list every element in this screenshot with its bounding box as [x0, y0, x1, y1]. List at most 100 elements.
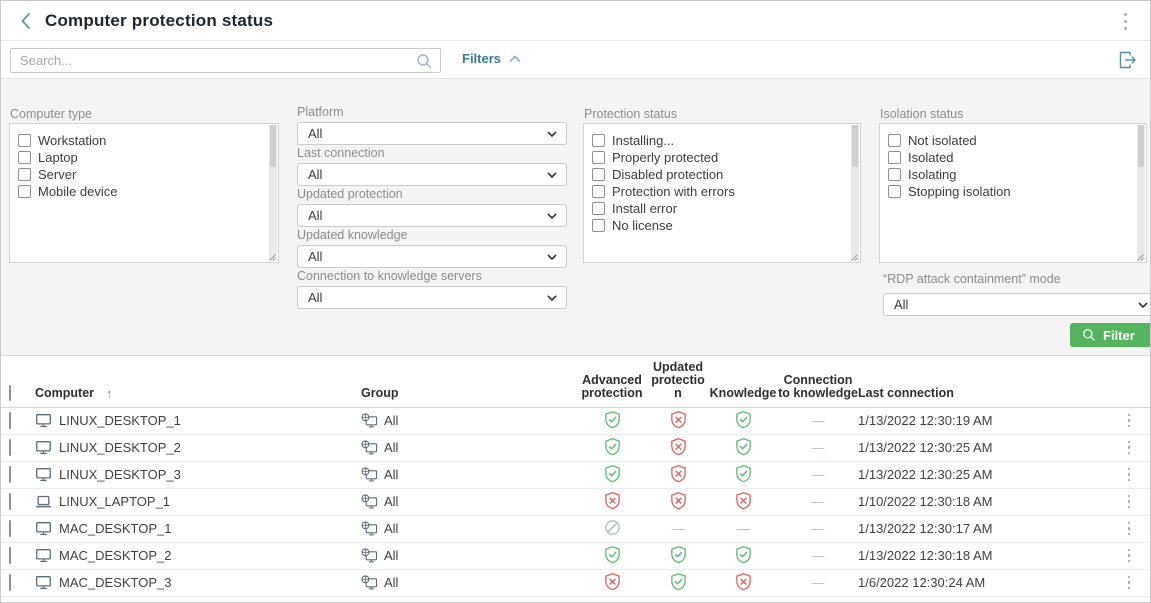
shield-check-icon — [604, 410, 620, 428]
select-all-checkbox[interactable] — [9, 384, 11, 401]
filter-option[interactable]: Mobile device — [18, 183, 278, 200]
column-header-computer[interactable]: Computer — [35, 385, 95, 400]
computer-name[interactable]: LINUX_DESKTOP_1 — [59, 413, 181, 428]
computer-name[interactable]: LINUX_DESKTOP_2 — [59, 440, 181, 455]
filter-button[interactable]: Filter — [1070, 323, 1150, 347]
column-header-updated-protection[interactable]: Updated protection — [648, 356, 708, 408]
column-header-connection-to-knowledge[interactable]: Connection to knowledge — [778, 356, 858, 408]
computer-name[interactable]: LINUX_DESKTOP_3 — [59, 467, 181, 482]
checkbox[interactable] — [18, 134, 31, 147]
filter-option[interactable]: Properly protected — [592, 149, 860, 166]
rdp-mode-filter: “RDP attack containment” mode All — [883, 272, 1150, 316]
row-checkbox[interactable] — [9, 466, 11, 483]
filter-option[interactable]: Server — [18, 166, 278, 183]
dropdown-filter: Connection to knowledge servers All — [297, 269, 567, 309]
row-checkbox[interactable] — [9, 520, 11, 537]
export-icon[interactable] — [1116, 49, 1138, 71]
resize-grip-icon[interactable] — [850, 253, 858, 261]
row-menu-kebab-icon[interactable] — [1123, 548, 1135, 564]
search-toolbar: Filters — [1, 41, 1150, 79]
column-header-advanced-protection[interactable]: Advanced protection — [576, 356, 648, 408]
resize-grip-icon[interactable] — [1136, 253, 1144, 261]
checkbox[interactable] — [592, 219, 605, 232]
table-row: MAC_DESKTOP_3 All — 1/6/2022 12:30:24 AM — [1, 569, 1150, 597]
computer-name[interactable]: MAC_DESKTOP_3 — [59, 575, 172, 590]
row-menu-kebab-icon[interactable] — [1123, 413, 1135, 429]
scrollbar[interactable] — [851, 125, 859, 261]
filter-option[interactable]: Laptop — [18, 149, 278, 166]
sort-asc-icon[interactable]: ↑ — [106, 385, 113, 401]
computer-name[interactable]: LINUX_LAPTOP_1 — [59, 494, 171, 509]
dropdown-filter: Last connection All — [297, 146, 567, 186]
filter-option[interactable]: Disabled protection — [592, 166, 860, 183]
filter-option[interactable]: Installing... — [592, 132, 860, 149]
last-connection: 1/13/2022 12:30:25 AM — [858, 440, 993, 455]
resize-grip-icon[interactable] — [268, 253, 276, 261]
desktop-icon — [36, 441, 51, 455]
shield-check-icon — [735, 545, 751, 563]
row-checkbox[interactable] — [9, 412, 11, 429]
back-button[interactable] — [15, 10, 37, 32]
checkbox[interactable] — [888, 168, 901, 181]
select[interactable]: All — [297, 122, 567, 145]
checkbox[interactable] — [18, 151, 31, 164]
select[interactable]: All — [297, 163, 567, 186]
computer-name[interactable]: MAC_DESKTOP_1 — [59, 521, 172, 536]
filter-option[interactable]: Not isolated — [888, 132, 1146, 149]
row-menu-kebab-icon[interactable] — [1123, 494, 1135, 510]
search-icon[interactable] — [416, 53, 433, 70]
filters-toggle[interactable]: Filters — [462, 51, 521, 66]
row-menu-kebab-icon[interactable] — [1123, 521, 1135, 537]
filter-option[interactable]: Isolating — [888, 166, 1146, 183]
checkbox[interactable] — [888, 185, 901, 198]
checkbox[interactable] — [888, 151, 901, 164]
row-checkbox[interactable] — [9, 439, 11, 456]
search-input[interactable] — [11, 49, 440, 72]
filter-option[interactable]: Install error — [592, 200, 860, 217]
table-header-row: Computer ↑ Group Advanced protection Upd… — [1, 356, 1150, 408]
filter-option[interactable]: Protection with errors — [592, 183, 860, 200]
checkbox[interactable] — [18, 168, 31, 181]
column-header-last-connection[interactable]: Last connection — [858, 356, 1106, 408]
column-header-group[interactable]: Group — [361, 356, 576, 408]
select[interactable]: All — [297, 245, 567, 268]
chevron-left-icon — [21, 12, 30, 29]
select[interactable]: All — [297, 204, 567, 227]
select[interactable]: All — [297, 286, 567, 309]
filter-option[interactable]: Stopping isolation — [888, 183, 1146, 200]
rdp-mode-label: “RDP attack containment” mode — [883, 272, 1061, 286]
row-checkbox[interactable] — [9, 547, 11, 564]
dropdown-filters: Platform All Last connection All Updated pro… — [297, 105, 567, 310]
checkbox[interactable] — [592, 202, 605, 215]
scrollbar[interactable] — [269, 125, 277, 261]
last-connection: 1/13/2022 12:30:25 AM — [858, 467, 993, 482]
shield-x-icon — [670, 464, 686, 482]
checkbox[interactable] — [592, 134, 605, 147]
group-icon — [361, 521, 378, 536]
column-header-knowledge[interactable]: Knowledge — [708, 356, 778, 408]
row-menu-kebab-icon[interactable] — [1123, 575, 1135, 591]
row-menu-kebab-icon[interactable] — [1123, 440, 1135, 456]
row-menu-kebab-icon[interactable] — [1123, 467, 1135, 483]
isolation-status-options: Not isolated Isolated Isolating Stopping is… — [880, 124, 1146, 200]
computer-name[interactable]: MAC_DESKTOP_2 — [59, 548, 172, 563]
row-checkbox[interactable] — [9, 493, 11, 510]
filter-option[interactable]: Isolated — [888, 149, 1146, 166]
filter-option[interactable]: No license — [592, 217, 860, 234]
filter-option[interactable]: Workstation — [18, 132, 278, 149]
desktop-icon — [36, 549, 51, 563]
checkbox[interactable] — [592, 151, 605, 164]
rdp-mode-select[interactable]: All — [883, 293, 1150, 316]
chevron-down-icon — [547, 295, 557, 301]
chevron-down-icon — [1138, 302, 1148, 308]
scrollbar[interactable] — [1137, 125, 1145, 261]
checkbox[interactable] — [18, 185, 31, 198]
checkbox[interactable] — [888, 134, 901, 147]
checkbox[interactable] — [592, 185, 605, 198]
row-checkbox[interactable] — [9, 574, 11, 591]
group-icon — [361, 575, 378, 590]
chevron-down-icon — [547, 254, 557, 260]
checkbox[interactable] — [592, 168, 605, 181]
menu-kebab-icon[interactable] — [1118, 10, 1132, 32]
